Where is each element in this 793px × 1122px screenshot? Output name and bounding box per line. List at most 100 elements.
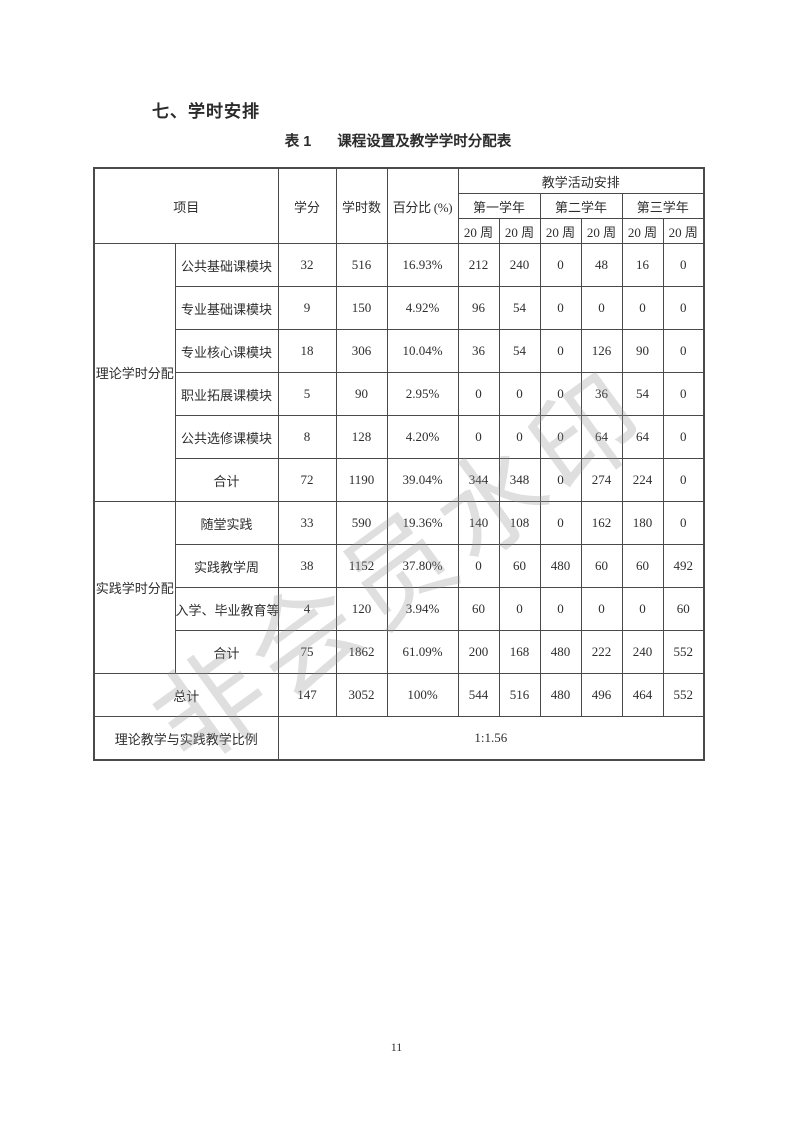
row-label: 公共选修课模块 (174, 415, 279, 459)
value-cell: 0 (457, 372, 500, 416)
value-cell: 552 (662, 630, 705, 674)
table-row: 入学、毕业教育等 4 120 3.94% 60 0 0 0 0 60 (94, 587, 705, 631)
value-cell: 0 (662, 458, 705, 502)
value-cell: 16 (621, 243, 664, 287)
header-cell-year3: 第三学年 (621, 193, 705, 219)
table-row: 职业拓展课模块 5 90 2.95% 0 0 0 36 54 0 (94, 372, 705, 416)
value-cell: 64 (621, 415, 664, 459)
value-cell: 0 (457, 544, 500, 588)
value-cell: 552 (662, 673, 705, 717)
value-cell: 0 (539, 329, 582, 373)
ratio-label: 理论教学与实践教学比例 (93, 716, 279, 761)
value-cell: 4 (277, 587, 337, 631)
table-row: 实践教学周 38 1152 37.80% 0 60 480 60 60 492 (94, 544, 705, 588)
value-cell: 0 (539, 243, 582, 287)
value-cell: 108 (498, 501, 541, 545)
header-cell-hours: 学时数 (335, 167, 388, 244)
value-cell: 18 (277, 329, 337, 373)
value-cell: 54 (498, 329, 541, 373)
value-cell: 480 (539, 673, 582, 717)
value-cell: 5 (277, 372, 337, 416)
value-cell: 147 (277, 673, 337, 717)
row-label: 入学、毕业教育等 (174, 587, 279, 631)
table-row-ratio: 理论教学与实践教学比例 1:1.56 (93, 716, 705, 761)
header-cell-week-2: 20 周 (498, 218, 541, 244)
value-cell: 36 (580, 372, 623, 416)
value-cell: 0 (498, 587, 541, 631)
row-label: 专业基础课模块 (174, 286, 279, 330)
value-cell: 1190 (335, 458, 388, 502)
value-cell: 38 (277, 544, 337, 588)
table-row: 专业基础课模块 9 150 4.92% 96 54 0 0 0 0 (94, 286, 705, 330)
header-cell-week-3: 20 周 (539, 218, 582, 244)
value-cell: 464 (621, 673, 664, 717)
header-row-2: 第一学年 第二学年 第三学年 (94, 193, 705, 219)
row-label: 公共基础课模块 (174, 243, 279, 287)
value-cell: 60 (580, 544, 623, 588)
value-cell: 480 (539, 544, 582, 588)
row-label: 专业核心课模块 (174, 329, 279, 373)
value-cell: 37.80% (386, 544, 459, 588)
value-cell: 200 (457, 630, 500, 674)
value-cell: 1862 (335, 630, 388, 674)
header-cell-activity: 教学活动安排 (457, 167, 705, 194)
value-cell: 496 (580, 673, 623, 717)
table-caption: 表 1 课程设置及教学学时分配表 (93, 130, 703, 151)
value-cell: 60 (457, 587, 500, 631)
value-cell: 0 (580, 286, 623, 330)
table-row: 公共选修课模块 8 128 4.20% 0 0 0 64 64 0 (94, 415, 705, 459)
hours-allocation-table: 项目 学分 学时数 百分比 (%) 教学活动安排 第一学年 第二学年 第三学年 … (93, 167, 706, 761)
value-cell: 348 (498, 458, 541, 502)
table-row-subtotal-practice: 合计 75 1862 61.09% 200 168 480 222 240 55… (94, 630, 705, 674)
value-cell: 32 (277, 243, 337, 287)
value-cell: 54 (621, 372, 664, 416)
value-cell: 274 (580, 458, 623, 502)
header-cell-year1: 第一学年 (457, 193, 541, 219)
value-cell: 150 (335, 286, 388, 330)
table-row: 理论学时分配 公共基础课模块 32 516 16.93% 212 240 0 4… (93, 243, 705, 502)
value-cell: 168 (498, 630, 541, 674)
value-cell: 240 (621, 630, 664, 674)
value-cell: 0 (662, 372, 705, 416)
value-cell: 0 (662, 329, 705, 373)
header-cell-year2: 第二学年 (539, 193, 623, 219)
ratio-value: 1:1.56 (277, 716, 705, 761)
value-cell: 48 (580, 243, 623, 287)
group-cell-theory: 理论学时分配 (93, 243, 176, 502)
table-caption-text: 课程设置及教学学时分配表 (337, 134, 512, 150)
row-label: 实践教学周 (174, 544, 279, 588)
header-cell-week-1: 20 周 (457, 218, 500, 244)
row-label: 随堂实践 (174, 501, 279, 545)
value-cell: 306 (335, 329, 388, 373)
value-cell: 0 (662, 501, 705, 545)
value-cell: 60 (621, 544, 664, 588)
value-cell: 480 (539, 630, 582, 674)
header-cell-week-6: 20 周 (662, 218, 705, 244)
header-cell-item: 项目 (93, 167, 279, 244)
value-cell: 1152 (335, 544, 388, 588)
value-cell: 590 (335, 501, 388, 545)
header-cell-week-4: 20 周 (580, 218, 623, 244)
value-cell: 0 (498, 415, 541, 459)
section-title: 七、学时安排 (152, 102, 260, 121)
table-row: 实践学时分配 随堂实践 33 590 19.36% 140 108 0 162 … (93, 501, 705, 674)
value-cell: 0 (457, 415, 500, 459)
value-cell: 222 (580, 630, 623, 674)
value-cell: 212 (457, 243, 500, 287)
value-cell: 60 (662, 587, 705, 631)
value-cell: 544 (457, 673, 500, 717)
total-label: 总计 (93, 673, 279, 717)
value-cell: 3052 (335, 673, 388, 717)
header-row-3: 20 周 20 周 20 周 20 周 20 周 20 周 (94, 218, 705, 244)
table-row-grand-total: 总计 147 3052 100% 544 516 480 496 464 552 (93, 673, 705, 717)
value-cell: 75 (277, 630, 337, 674)
page-number: 11 (390, 1040, 403, 1054)
value-cell: 0 (539, 458, 582, 502)
value-cell: 0 (539, 286, 582, 330)
value-cell: 4.92% (386, 286, 459, 330)
header-row-1: 项目 学分 学时数 百分比 (%) 教学活动安排 (93, 167, 705, 244)
value-cell: 516 (335, 243, 388, 287)
value-cell: 33 (277, 501, 337, 545)
value-cell: 16.93% (386, 243, 459, 287)
value-cell: 0 (662, 415, 705, 459)
